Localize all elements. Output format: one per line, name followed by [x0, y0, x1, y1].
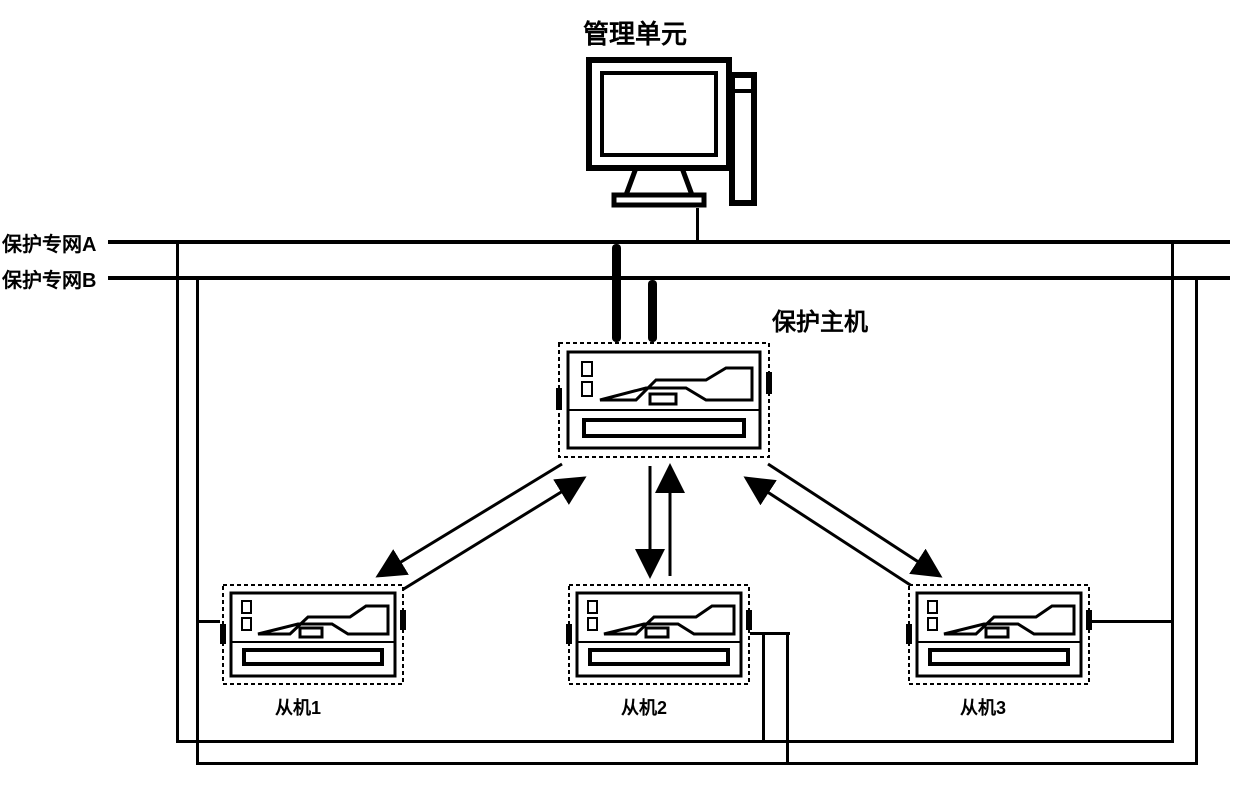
slave3-line-h-into	[1090, 620, 1174, 623]
slave3-line-b-v	[1195, 280, 1198, 762]
slave1-line-b-v	[196, 280, 199, 762]
slave2-line-h-into	[750, 632, 790, 635]
slave3-label: 从机3	[960, 694, 1006, 720]
slave3-device-icon	[906, 582, 1092, 687]
bottom-run-b	[196, 762, 1198, 765]
slave3-line-a-v	[1171, 244, 1174, 740]
slave2-line-a-v-bot	[762, 632, 765, 740]
slave2-device-icon	[566, 582, 752, 687]
slave2-label: 从机2	[621, 694, 667, 720]
slave1-line-b-h	[196, 620, 220, 623]
bottom-run-a	[176, 740, 1174, 743]
slave1-line-a-v	[176, 244, 179, 740]
slave1-device-icon	[220, 582, 406, 687]
slave1-label: 从机1	[275, 694, 321, 720]
